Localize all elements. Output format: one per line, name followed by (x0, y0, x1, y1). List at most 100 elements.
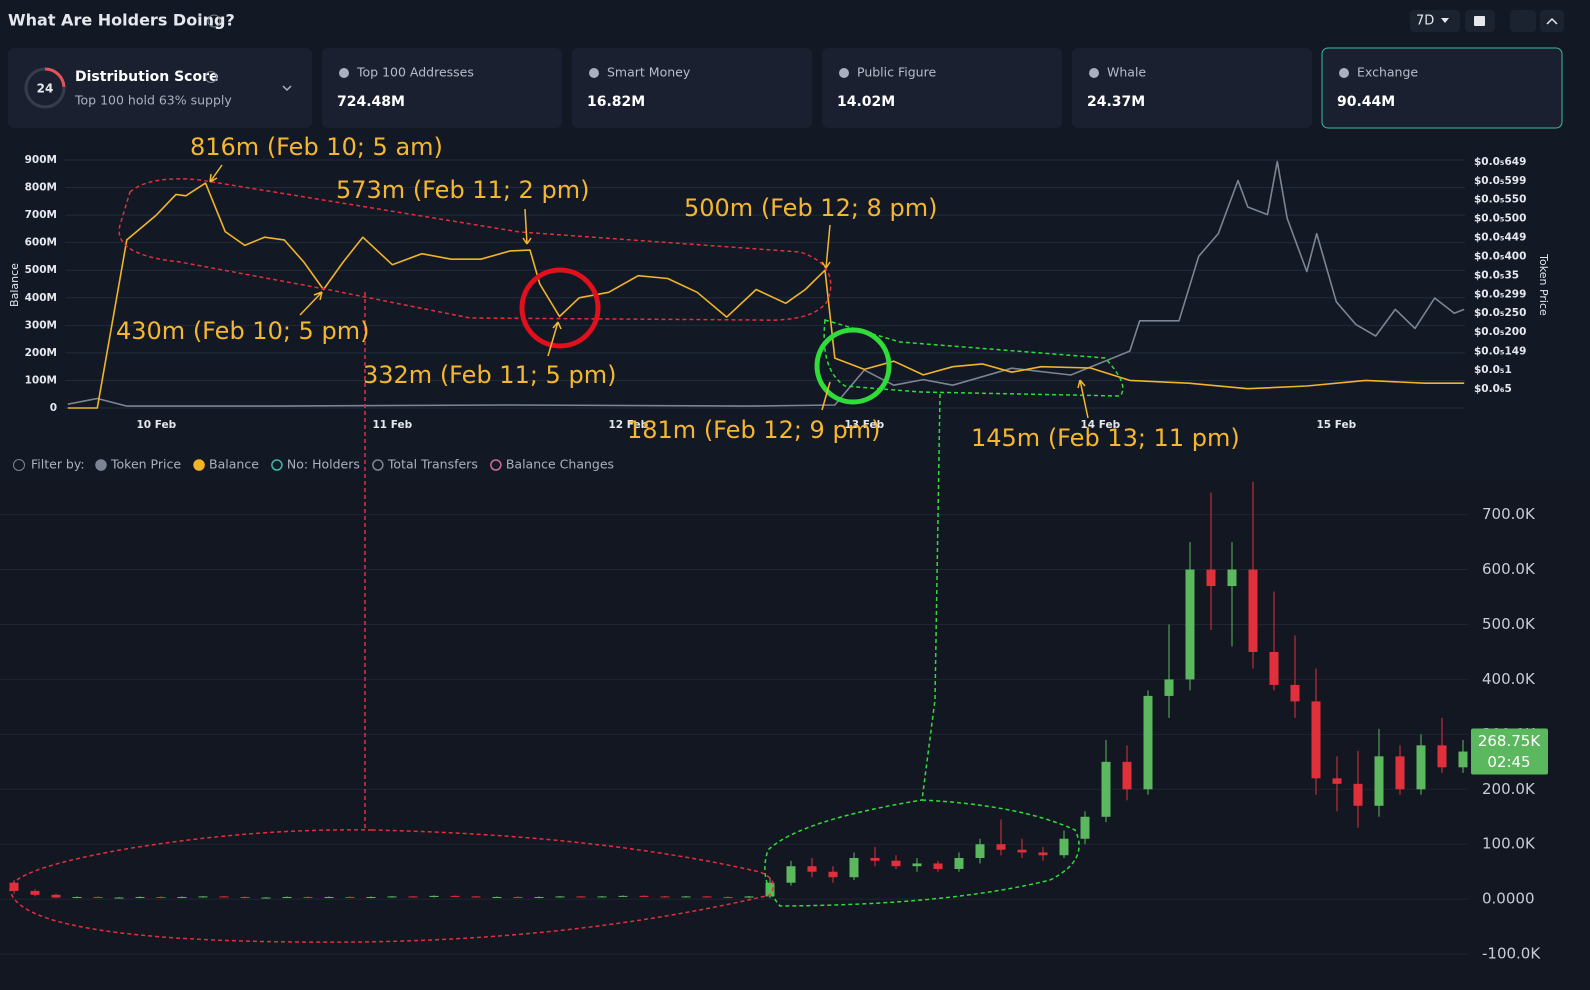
filter-option[interactable]: Balance (209, 457, 259, 472)
candle-body (429, 895, 439, 897)
page-title: What Are Holders Doing? (8, 11, 235, 30)
y2-tick-label: $0.0₅649 (1474, 156, 1526, 168)
y2-tick-label: $0.0₅149 (1474, 345, 1526, 357)
candle-body (1395, 756, 1405, 790)
candle-body (114, 897, 124, 899)
metric-card[interactable] (1321, 47, 1563, 129)
y2-tick-label: $0.0₅299 (1474, 289, 1526, 301)
y-tick-label: 200.0K (1482, 780, 1536, 798)
y2-tick-label: $0.0₅250 (1474, 307, 1526, 319)
candle-body (1122, 761, 1132, 790)
candle-body (849, 857, 859, 878)
y-tick-label: -100.0K (1482, 945, 1541, 963)
score-note: Top 100 hold 63% supply (74, 93, 232, 108)
metric-icon (589, 68, 599, 78)
score-arc (44, 67, 66, 88)
period-select[interactable] (1410, 10, 1460, 32)
filter-option[interactable]: Token Price (110, 457, 181, 472)
candle-body (303, 896, 313, 898)
y2-tick-label: $0.0₅599 (1474, 175, 1526, 187)
candle-body (534, 896, 544, 898)
candle-body (513, 896, 523, 898)
filter-dot[interactable] (193, 459, 205, 471)
metric-card[interactable] (572, 48, 812, 128)
candle-body (324, 896, 334, 898)
y2-tick-label: $0.0₆5 (1474, 383, 1512, 395)
y-tick-label: 400M (25, 292, 57, 304)
filter-option[interactable]: No: Holders (287, 457, 360, 472)
price-tag-label: 268.75K (1478, 732, 1541, 750)
candle-body (282, 896, 292, 898)
candle-body (198, 896, 208, 898)
candle-body (1206, 569, 1216, 587)
y2-tick-label: $0.0₅500 (1474, 212, 1526, 224)
y-tick-label: 900M (25, 154, 57, 166)
candle-body (1353, 783, 1363, 806)
candle-body (471, 896, 481, 898)
candle-body (1374, 756, 1384, 806)
candle-body (387, 896, 397, 898)
arrows (209, 164, 1089, 419)
fullscreen-button[interactable] (1510, 10, 1536, 32)
candle-body (156, 896, 166, 898)
filter-option[interactable]: Total Transfers (387, 457, 478, 472)
candle-body (618, 895, 628, 897)
info-icon (205, 71, 217, 83)
chevron (282, 85, 292, 92)
collapse-icon (1546, 17, 1558, 25)
candle-body (597, 896, 607, 898)
y2-tick-label: $0.0₅1 (1474, 364, 1512, 376)
candle-body (93, 896, 103, 898)
candle-body (219, 896, 229, 898)
y2-axis-title: Token Price (1537, 253, 1550, 316)
y-tick-label: 200M (25, 347, 57, 359)
x-tick-label: 12 Feb (609, 419, 649, 431)
collapse-button[interactable] (1540, 10, 1564, 32)
distribution-card[interactable] (8, 48, 312, 128)
metric-label: Smart Money (607, 65, 691, 80)
candle-body (1143, 695, 1153, 790)
metric-card[interactable] (822, 48, 1062, 128)
y-tick-label: 500M (25, 264, 57, 276)
y2-tick-label: $0.0₅550 (1474, 193, 1526, 205)
annotation: 145m (Feb 13; 11 pm) (971, 424, 1240, 452)
annotation: 181m (Feb 12; 9 pm) (627, 416, 880, 444)
metric-card[interactable] (1072, 48, 1312, 128)
score-value: 24 (37, 82, 54, 96)
metric-value: 16.82M (587, 94, 645, 110)
y2-tick-label: $0.0₅400 (1474, 250, 1526, 262)
candle-body (723, 896, 733, 898)
candle-body (1038, 852, 1048, 856)
y-tick-label: 300M (25, 319, 57, 331)
filter-option[interactable]: Balance Changes (506, 457, 614, 472)
filter-dot[interactable] (372, 459, 384, 471)
candle-body (30, 890, 40, 895)
metric-icon (1339, 68, 1349, 78)
metric-icon (339, 68, 349, 78)
annotation: 332m (Feb 11; 5 pm) (363, 361, 616, 389)
candle-body (1017, 849, 1027, 853)
y-tick-label: 500.0K (1482, 615, 1536, 633)
filter-dot[interactable] (95, 459, 107, 471)
candle-body (261, 897, 271, 899)
red-circle (519, 267, 601, 349)
filter-dot[interactable] (271, 459, 283, 471)
y2-tick-label: $0.0₅35 (1474, 269, 1519, 281)
candle-body (9, 882, 19, 891)
filter-dot[interactable] (490, 459, 502, 471)
red-outline-bottom (9, 829, 775, 943)
y-axis-title: Balance (8, 263, 21, 307)
y-tick-label: 600.0K (1482, 560, 1536, 578)
x-tick-label: 13 Feb (845, 419, 885, 431)
info-icon (13, 459, 25, 471)
candle-body (1227, 569, 1237, 587)
candle-body (870, 857, 880, 861)
candle-body (450, 895, 460, 897)
candle-body (72, 896, 82, 898)
annotation: 816m (Feb 10; 5 am) (190, 133, 443, 161)
candle-body (1185, 569, 1195, 680)
candle-panel (0, 480, 1590, 990)
metric-card[interactable] (322, 48, 562, 128)
annotation: 500m (Feb 12; 8 pm) (684, 194, 937, 222)
